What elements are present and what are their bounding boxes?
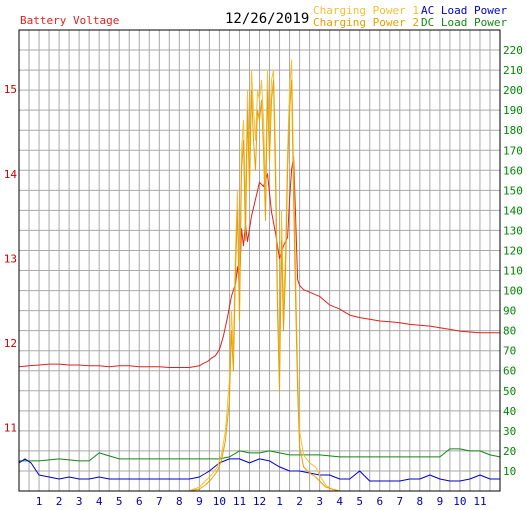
- x-tick-label: 8: [417, 495, 424, 508]
- y-right-tick-label: 50: [503, 385, 516, 398]
- series-layer: [18, 59, 501, 492]
- y-right-tick-label: 30: [503, 425, 516, 438]
- y-right-tick-label: 80: [503, 325, 516, 338]
- x-tick-label: 10: [453, 495, 466, 508]
- x-tick-label: 5: [116, 495, 123, 508]
- legend-dc: DC Load Power: [421, 16, 507, 29]
- x-tick-label: 4: [336, 495, 343, 508]
- y-left-tick-label: 11: [4, 422, 17, 435]
- x-tick-label: 12: [253, 495, 266, 508]
- y-left-tick-label: 12: [4, 337, 17, 350]
- y-left-tick-label: 15: [4, 83, 17, 96]
- y-right-tick-label: 20: [503, 445, 516, 458]
- y-right-tick-label: 180: [503, 124, 523, 137]
- y-right-tick-label: 150: [503, 184, 523, 197]
- y-right-tick-label: 70: [503, 345, 516, 358]
- legend-charge2: Charging Power 2: [313, 16, 419, 29]
- y-right-tick-label: 120: [503, 244, 523, 257]
- x-tick-label: 6: [136, 495, 143, 508]
- y-left-tick-label: 14: [4, 168, 18, 181]
- x-tick-label: 9: [196, 495, 203, 508]
- x-tick-label: 1: [276, 495, 283, 508]
- legend-voltage: Battery Voltage: [20, 14, 119, 27]
- y-right-tick-label: 90: [503, 305, 516, 318]
- plot-frame: [18, 29, 501, 492]
- y-left-tick-label: 13: [4, 252, 17, 265]
- y-right-tick-label: 210: [503, 64, 523, 77]
- x-tick-label: 6: [376, 495, 383, 508]
- y-right-tick-label: 190: [503, 104, 523, 117]
- x-tick-label: 3: [316, 495, 323, 508]
- x-tick-label: 2: [56, 495, 63, 508]
- series-line-voltage: [18, 156, 500, 368]
- y-right-tick-label: 220: [503, 44, 523, 57]
- series-line-charge2: [19, 79, 500, 492]
- x-tick-label: 11: [473, 495, 486, 508]
- tick-layer: 1 2 3 4 5 6 7 8 9 10 11 12 1 2 3 4 5 6 7 8 9 10 11111213141510…: [4, 44, 523, 508]
- legend-ac: AC Load Power: [421, 4, 507, 17]
- x-tick-label: 11: [233, 495, 246, 508]
- x-tick-label: 3: [76, 495, 83, 508]
- y-right-tick-label: 10: [503, 465, 516, 478]
- x-tick-label: 9: [437, 495, 444, 508]
- series-line-ac: [18, 458, 500, 482]
- y-right-tick-label: 100: [503, 285, 523, 298]
- x-tick-label: 8: [176, 495, 183, 508]
- x-tick-label: 4: [96, 495, 103, 508]
- y-right-tick-label: 130: [503, 224, 523, 237]
- y-right-tick-label: 110: [503, 265, 523, 278]
- y-right-tick-label: 60: [503, 365, 516, 378]
- x-tick-label: 7: [396, 495, 403, 508]
- chart-date: 12/26/2019: [225, 11, 309, 27]
- legend-charge1: Charging Power 1: [313, 4, 419, 17]
- y-right-tick-label: 200: [503, 84, 523, 97]
- x-tick-label: 1: [36, 495, 43, 508]
- x-tick-label: 5: [356, 495, 363, 508]
- grid: [19, 30, 500, 491]
- y-right-tick-label: 160: [503, 164, 523, 177]
- y-right-tick-label: 40: [503, 405, 516, 418]
- x-tick-label: 10: [213, 495, 226, 508]
- series-line-dc: [19, 448, 501, 462]
- y-right-tick-label: 170: [503, 144, 523, 157]
- x-tick-label: 7: [156, 495, 163, 508]
- x-tick-label: 2: [296, 495, 303, 508]
- y-right-tick-label: 140: [503, 204, 523, 217]
